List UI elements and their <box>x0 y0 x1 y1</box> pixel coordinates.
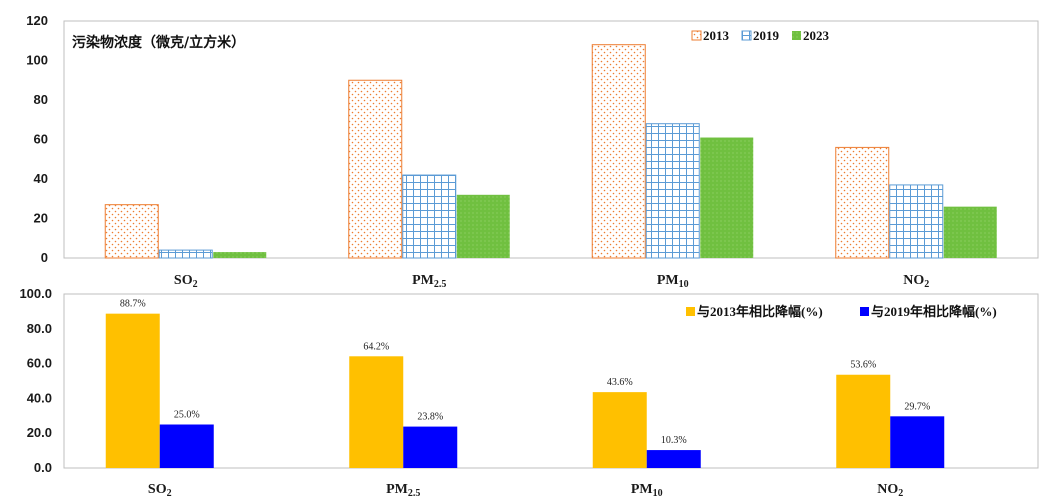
chart1-bar-2023 <box>456 194 510 258</box>
chart1-y-tick-label: 80 <box>34 92 48 107</box>
chart2-bar-series1 <box>592 392 647 468</box>
chart1-category-label: PM10 <box>657 273 689 290</box>
chart1-bar-2023 <box>213 252 267 258</box>
chart2-category-label: PM10 <box>631 482 663 499</box>
chart2-y-tick-label: 40.0 <box>27 390 52 405</box>
chart1-bar-2013 <box>348 79 403 259</box>
chart2-data-label: 10.3% <box>661 435 687 446</box>
chart1-bar-2019 <box>889 184 944 259</box>
chart1-bar-2019 <box>402 174 457 259</box>
chart2-category-label: PM2.5 <box>386 482 420 499</box>
chart1-legend-swatch-2013 <box>691 30 702 41</box>
chart1-legend-label: 2023 <box>803 28 830 43</box>
chart2-data-label: 43.6% <box>607 377 633 388</box>
chart1-bar-2019 <box>158 249 213 259</box>
chart2-y-tick-label: 100.0 <box>19 286 52 301</box>
chart1-bar-2013 <box>104 204 159 259</box>
chart1-legend-swatch-2023 <box>792 31 801 40</box>
chart2-bar-series2 <box>890 416 945 468</box>
chart2-legend-swatch-2 <box>860 307 869 316</box>
chart1-bar-2013 <box>591 44 646 259</box>
chart2-y-tick-label: 20.0 <box>27 425 52 440</box>
chart2-y-tick-label: 80.0 <box>27 321 52 336</box>
chart1-bar-2023 <box>943 206 997 258</box>
chart1-category-label: NO2 <box>903 273 929 290</box>
chart2-data-label: 88.7% <box>120 299 146 310</box>
chart1-bar-2019 <box>645 123 700 259</box>
chart2-data-label: 23.8% <box>417 412 443 423</box>
chart1-bar-2013 <box>835 146 890 259</box>
chart2-bar-series2 <box>646 450 701 468</box>
chart2-data-label: 53.6% <box>850 360 876 371</box>
chart2-bar-series2 <box>403 426 458 468</box>
chart2-data-label: 25.0% <box>174 410 200 421</box>
chart2-legend-label: 与2019年相比降幅(%) <box>871 304 997 319</box>
chart1-legend-swatch-2019 <box>741 30 752 41</box>
chart1-legend-label: 2019 <box>753 28 780 43</box>
chart2-legend-label: 与2013年相比降幅(%) <box>697 304 823 319</box>
chart1-y-tick-label: 100 <box>26 53 48 68</box>
chart1-category-label: SO2 <box>174 273 198 290</box>
chart2-plot-frame <box>63 293 1039 469</box>
chart2-bar-series1 <box>105 313 160 468</box>
chart2-bar-series2 <box>159 424 214 468</box>
chart2-y-tick-label: 60.0 <box>27 356 52 371</box>
chart2-category-label: SO2 <box>148 482 172 499</box>
chart1-legend-label: 2013 <box>703 28 730 43</box>
chart1-y-tick-label: 40 <box>34 171 48 186</box>
chart1-category-label: PM2.5 <box>412 273 446 290</box>
chart1-title: 污染物浓度（微克/立方米） <box>72 34 245 51</box>
chart2-data-label: 29.7% <box>904 401 930 412</box>
chart1-y-tick-label: 60 <box>34 132 48 147</box>
chart2-bar-series1 <box>349 356 404 468</box>
chart1-bar-2023 <box>700 137 754 258</box>
chart1-y-tick-label: 20 <box>34 211 48 226</box>
chart2-bar-series1 <box>836 374 891 468</box>
chart1-y-tick-label: 0 <box>41 250 48 265</box>
chart2-data-label: 64.2% <box>363 341 389 352</box>
chart1-plot-frame <box>63 20 1039 259</box>
chart2-y-tick-label: 0.0 <box>34 460 52 475</box>
chart2-legend-swatch-1 <box>686 307 695 316</box>
chart1-y-tick-label: 120 <box>26 13 48 28</box>
chart2-category-label: NO2 <box>877 482 903 499</box>
